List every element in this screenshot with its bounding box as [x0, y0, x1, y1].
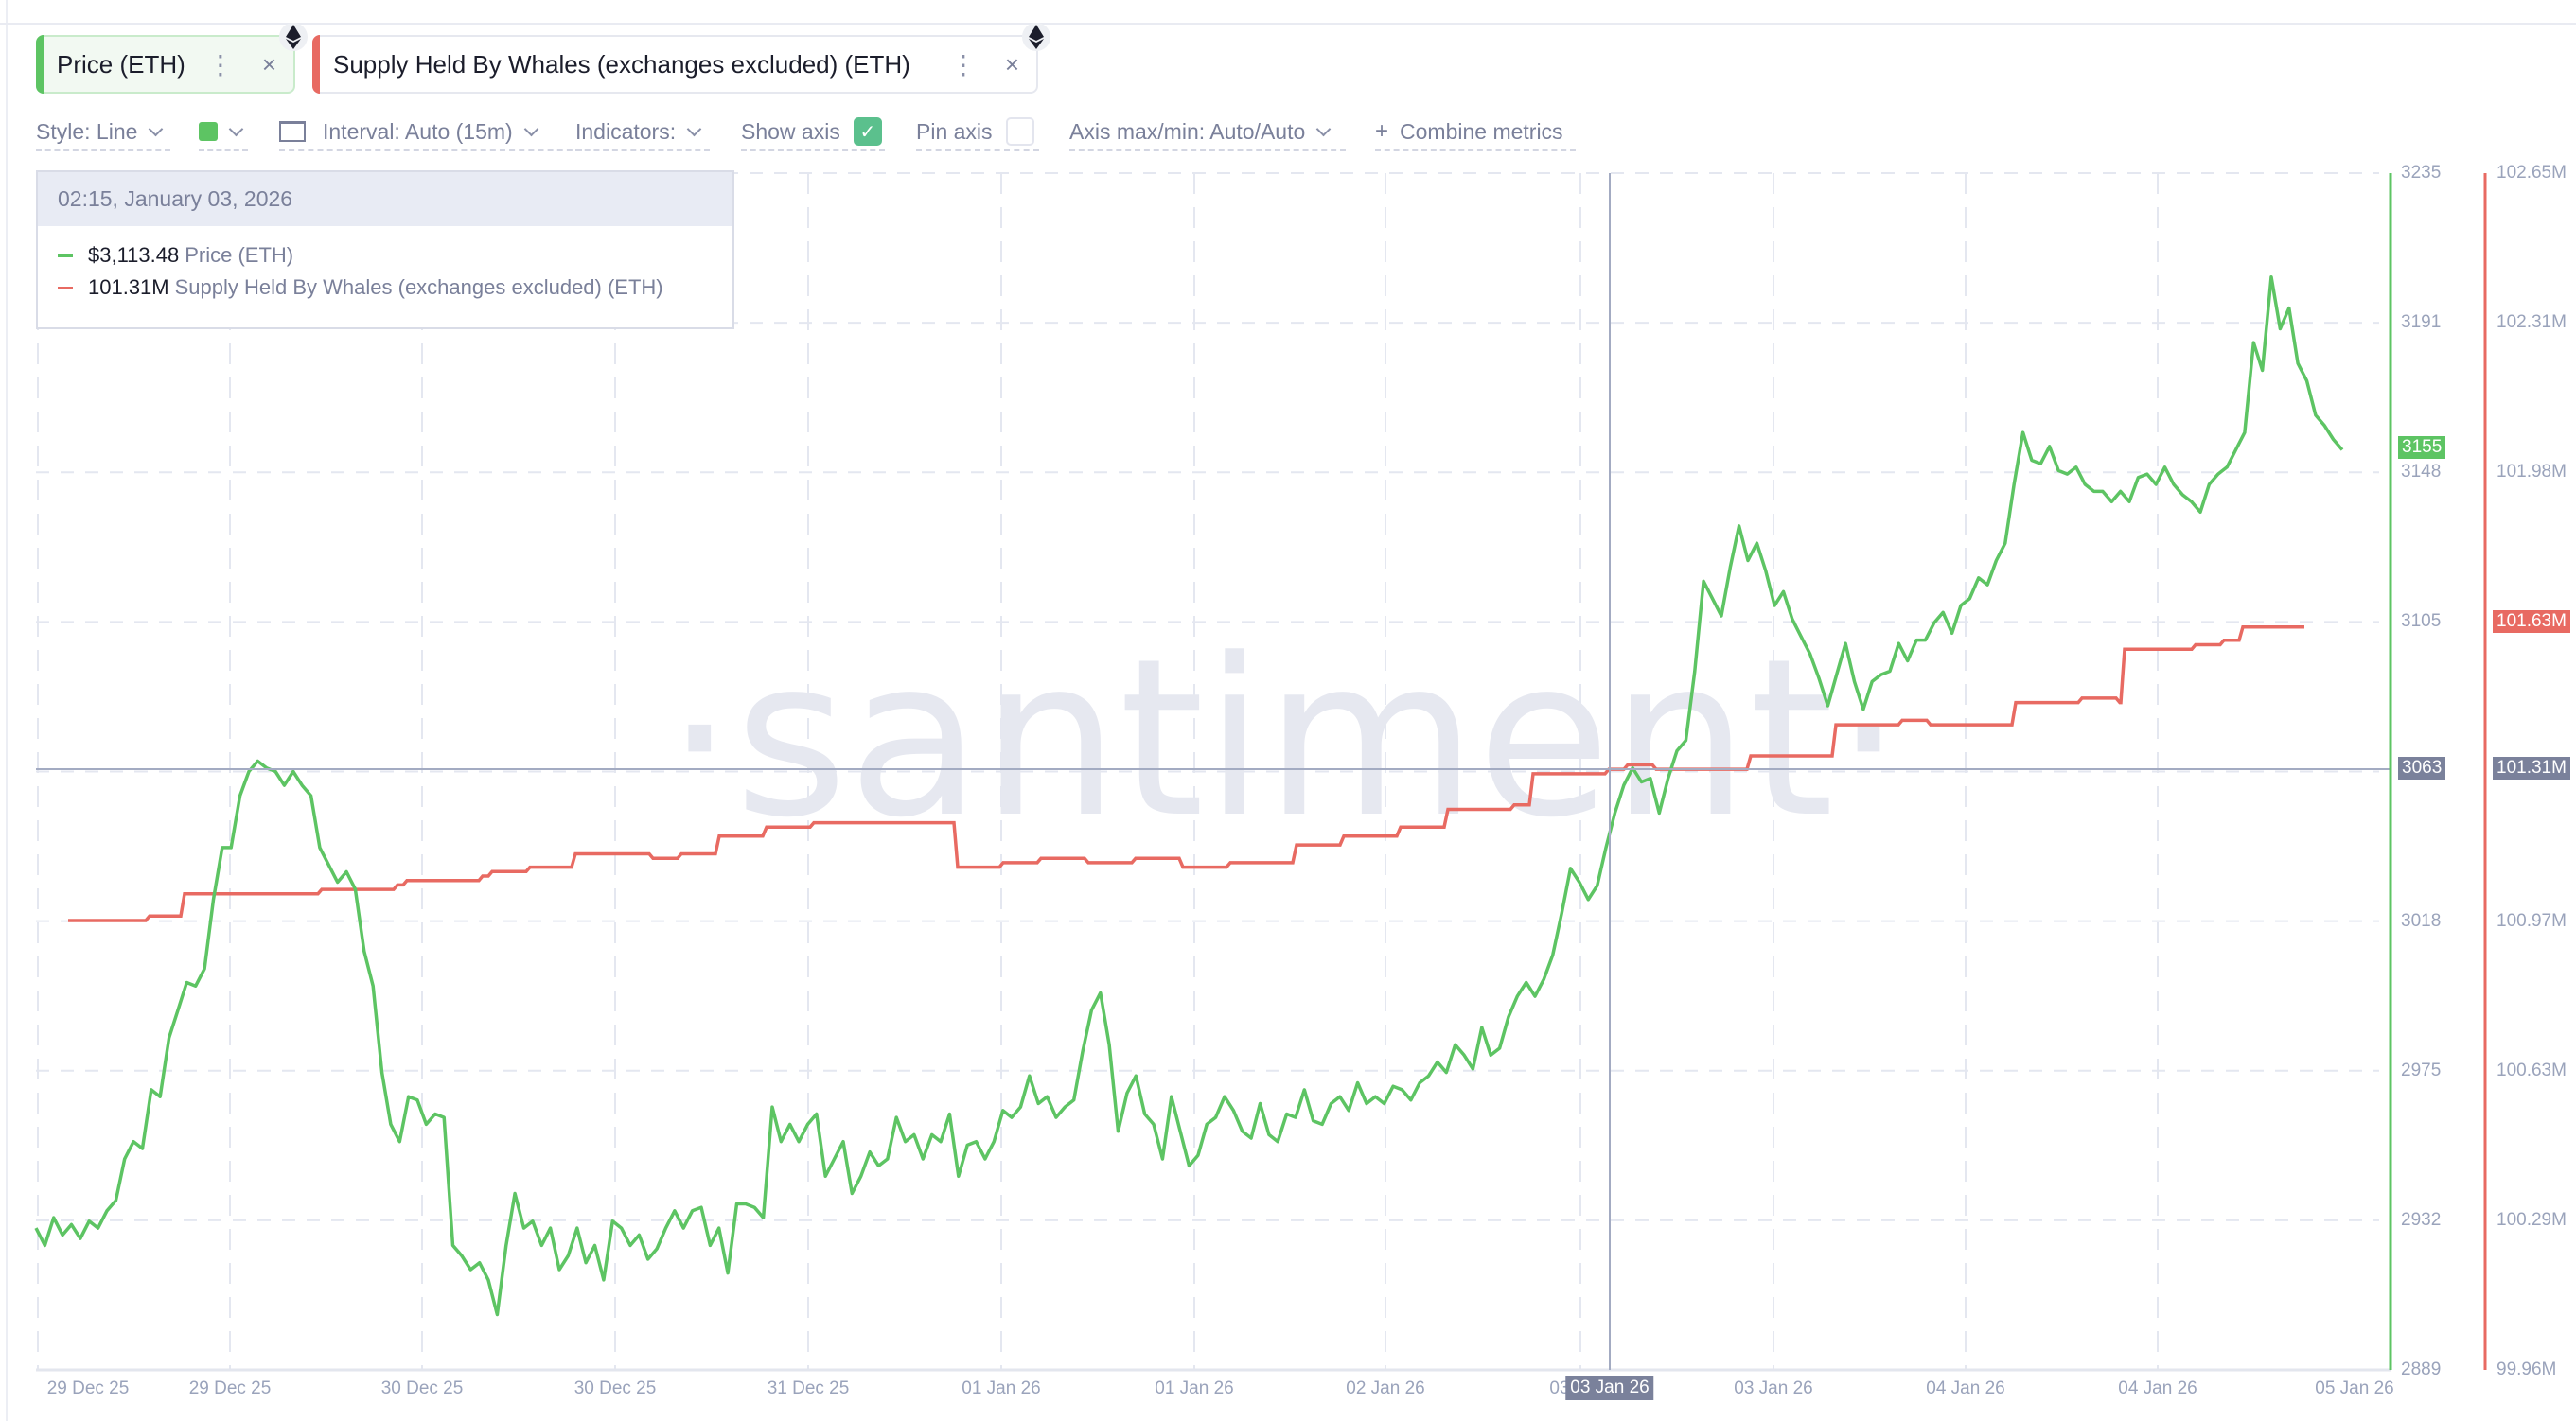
color-swatch	[199, 122, 218, 141]
x-axis-tick: 05 Jan 26	[2315, 1378, 2394, 1398]
axis-maxmin-dropdown[interactable]: Axis max/min: Auto/Auto	[1069, 114, 1346, 151]
ethereum-icon	[279, 23, 308, 51]
x-axis-tick: 04 Jan 26	[2118, 1378, 2197, 1398]
tooltip-row-price: $3,113.48 Price (ETH)	[38, 239, 732, 272]
x-axis-tick: 03 Jan 26	[1734, 1378, 1813, 1398]
price-axis-tick: 2932	[2401, 1209, 2442, 1230]
plus-icon: +	[1375, 118, 1389, 144]
x-axis-tick: 31 Dec 25	[767, 1378, 850, 1398]
price-axis-tick: 2889	[2401, 1360, 2442, 1379]
close-icon[interactable]: ×	[1004, 49, 1019, 79]
close-icon[interactable]: ×	[261, 49, 276, 79]
combine-metrics-label: Combine metrics	[1400, 118, 1563, 144]
combine-metrics-button[interactable]: + Combine metrics	[1375, 114, 1576, 151]
tooltip-datetime: 02:15, January 03, 2026	[38, 172, 732, 226]
indicators-label: Indicators:	[575, 118, 677, 144]
metric-tab-price[interactable]: Price (ETH) ⋮ ×	[36, 35, 295, 94]
indicators-dropdown[interactable]: Indicators:	[575, 114, 710, 151]
supply-axis-tick: 102.31M	[2497, 312, 2567, 333]
x-axis-tick: 04 Jan 26	[1926, 1378, 2005, 1398]
santiment-watermark: ·santiment·	[665, 613, 1903, 866]
metric-tab-whale-supply[interactable]: Supply Held By Whales (exchanges exclude…	[312, 35, 1038, 94]
x-axis-tick: 30 Dec 25	[380, 1378, 464, 1398]
show-axis-label: Show axis	[741, 118, 840, 144]
supply-axis-tick: 100.29M	[2497, 1209, 2567, 1230]
supply-last-value-badge: 101.63M	[2493, 610, 2570, 633]
top-divider	[0, 0, 2576, 25]
crosshair-supply-badge: 101.31M	[2493, 757, 2570, 780]
tooltip-metric-name: Supply Held By Whales (exchanges exclude…	[174, 275, 663, 299]
show-axis-toggle[interactable]: Show axis ✓	[741, 114, 885, 151]
gridlines	[36, 172, 2379, 1370]
supply-axis-tick: 100.97M	[2497, 910, 2567, 931]
supply-axis-tick: 101.98M	[2497, 462, 2567, 482]
tooltip-value: 101.31M	[88, 275, 169, 299]
x-axis-tick: 30 Dec 25	[573, 1378, 657, 1398]
more-options-icon[interactable]: ⋮	[206, 49, 234, 79]
whale-supply-line	[68, 624, 2304, 922]
x-axis-tick: 01 Jan 26	[1155, 1378, 1234, 1398]
more-options-icon[interactable]: ⋮	[949, 49, 977, 79]
pin-axis-toggle[interactable]: Pin axis	[916, 114, 1039, 151]
price-last-value-badge: 3155	[2398, 436, 2446, 459]
interval-dropdown[interactable]: Interval: Auto (15m)	[279, 114, 582, 151]
color-picker[interactable]	[199, 114, 248, 151]
pin-axis-label: Pin axis	[916, 118, 993, 144]
crosshair-price-badge: 3063	[2398, 757, 2446, 780]
page-left-edge	[0, 0, 8, 1421]
x-axis-label-partial: 03	[1549, 1378, 1570, 1398]
price-axis-tick: 3105	[2401, 611, 2442, 632]
metric-tab-label: Supply Held By Whales (exchanges exclude…	[333, 49, 910, 79]
tooltip-metric-name: Price (ETH)	[185, 243, 294, 267]
crosshair-date-badge: 03 Jan 26	[1565, 1376, 1654, 1400]
style-dropdown[interactable]: Style: Line	[36, 114, 170, 151]
tooltip-value: $3,113.48	[88, 243, 180, 267]
supply-axis-tick: 99.96M	[2497, 1360, 2557, 1379]
price-axis-tick: 3191	[2401, 312, 2442, 333]
ruler-icon	[279, 121, 306, 142]
metric-color-bar	[312, 35, 320, 94]
price-axis-tick: 3148	[2401, 462, 2442, 482]
x-axis-tick: 02 Jan 26	[1346, 1378, 1425, 1398]
ethereum-icon	[1022, 23, 1050, 51]
axis-maxmin-label: Axis max/min: Auto/Auto	[1069, 118, 1306, 144]
metric-color-bar	[36, 35, 44, 94]
x-axis-tick: 01 Jan 26	[962, 1378, 1041, 1398]
metric-tab-label: Price (ETH)	[57, 49, 185, 79]
x-axis-tick: 29 Dec 25	[46, 1378, 130, 1398]
supply-axis-tick: 100.63M	[2497, 1060, 2567, 1080]
pin-axis-checkbox[interactable]	[1005, 117, 1034, 146]
legend-swatch	[58, 286, 73, 289]
tooltip-row-supply: 101.31M Supply Held By Whales (exchanges…	[38, 272, 732, 304]
price-axis-tick: 2975	[2401, 1060, 2442, 1080]
supply-axis-tick: 102.65M	[2497, 163, 2567, 183]
legend-swatch	[58, 254, 73, 257]
price-line	[34, 274, 2344, 1317]
interval-label: Interval: Auto (15m)	[323, 118, 513, 144]
price-axis-tick: 3018	[2401, 910, 2442, 931]
x-axis-tick: 29 Dec 25	[188, 1378, 272, 1398]
show-axis-checkbox[interactable]: ✓	[853, 117, 882, 146]
chart-tooltip: 02:15, January 03, 2026 $3,113.48 Price …	[36, 170, 734, 329]
style-label: Style: Line	[36, 118, 138, 144]
price-axis-tick: 3235	[2401, 163, 2442, 183]
